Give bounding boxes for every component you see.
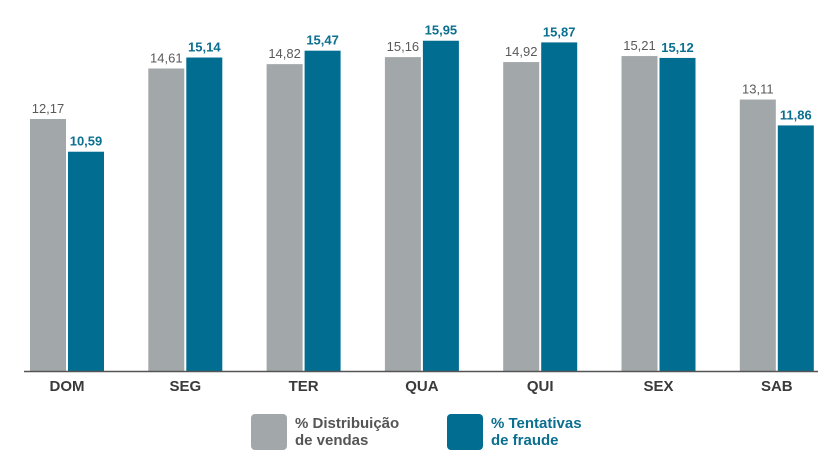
legend-label-fraud: % Tentativas de fraude [491,415,582,449]
bar-fraud-ter [304,50,341,372]
data-label-fraud-qua: 15,95 [425,23,458,38]
legend-label-sales-line-2: de vendas [295,432,369,449]
legend-label-sales: % Distribuição de vendas [295,415,399,449]
x-tick-label-qui: QUI [527,378,554,395]
bar-sales-sex [621,56,658,371]
legend-label-sales-line-1: % Distribuição [295,415,400,432]
data-label-fraud-sab: 11,86 [780,107,812,122]
data-label-sales-sab: 13,11 [742,82,774,97]
bar-sales-sab [739,99,776,371]
data-label-fraud-seg: 15,14 [188,40,221,55]
x-tick-label-dom: DOM [50,378,85,395]
bar-fraud-sab [777,125,814,371]
bar-sales-dom [30,119,66,371]
data-label-sales-ter: 14,82 [268,46,301,61]
data-label-fraud-ter: 15,47 [306,33,339,48]
data-label-sales-qua: 15,16 [387,39,420,54]
data-label-fraud-sex: 15,12 [661,40,694,55]
bar-fraud-qua [422,40,459,371]
bar-sales-seg [148,68,185,371]
data-label-fraud-dom: 10,59 [70,134,103,149]
data-label-sales-qui: 14,92 [505,44,538,59]
bar-fraud-sex [659,57,696,371]
data-label-sales-sex: 15,21 [623,38,656,53]
x-tick-label-ter: TER [289,378,319,395]
x-tick-label-seg: SEG [169,378,201,395]
legend-swatch-sales [251,414,287,450]
data-label-sales-dom: 12,17 [32,101,65,116]
legend-label-fraud-line-2: de fraude [491,432,559,449]
bar-sales-qua [384,57,421,372]
data-label-sales-seg: 14,61 [150,50,183,65]
bar-sales-qui [503,62,540,371]
bar-sales-ter [266,64,303,371]
legend-swatch-fraud [447,414,483,450]
bar-chart: 12,17 10,59 DOM 14,61 15,14 SEG 14,82 15,47 TER 1… [24,23,818,395]
bar-fraud-qui [541,42,578,372]
legend: % Distribuição de vendas % Tentativas de… [0,414,838,454]
bar-fraud-dom [68,151,104,371]
bar-fraud-seg [186,57,223,371]
data-label-fraud-qui: 15,87 [543,24,576,39]
x-tick-label-sex: SEX [643,378,673,395]
legend-item-fraud: % Tentativas de fraude [447,414,582,450]
legend-label-fraud-line-1: % Tentativas [491,415,582,432]
legend-item-sales: % Distribuição de vendas [251,414,399,450]
x-tick-label-qua: QUA [405,378,439,395]
x-tick-label-sab: SAB [761,378,793,395]
